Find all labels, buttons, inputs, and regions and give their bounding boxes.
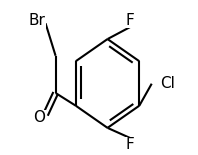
Text: Cl: Cl bbox=[160, 76, 175, 91]
Text: O: O bbox=[33, 110, 45, 125]
Text: Br: Br bbox=[29, 13, 45, 28]
Text: F: F bbox=[126, 13, 134, 28]
Text: F: F bbox=[126, 137, 134, 152]
